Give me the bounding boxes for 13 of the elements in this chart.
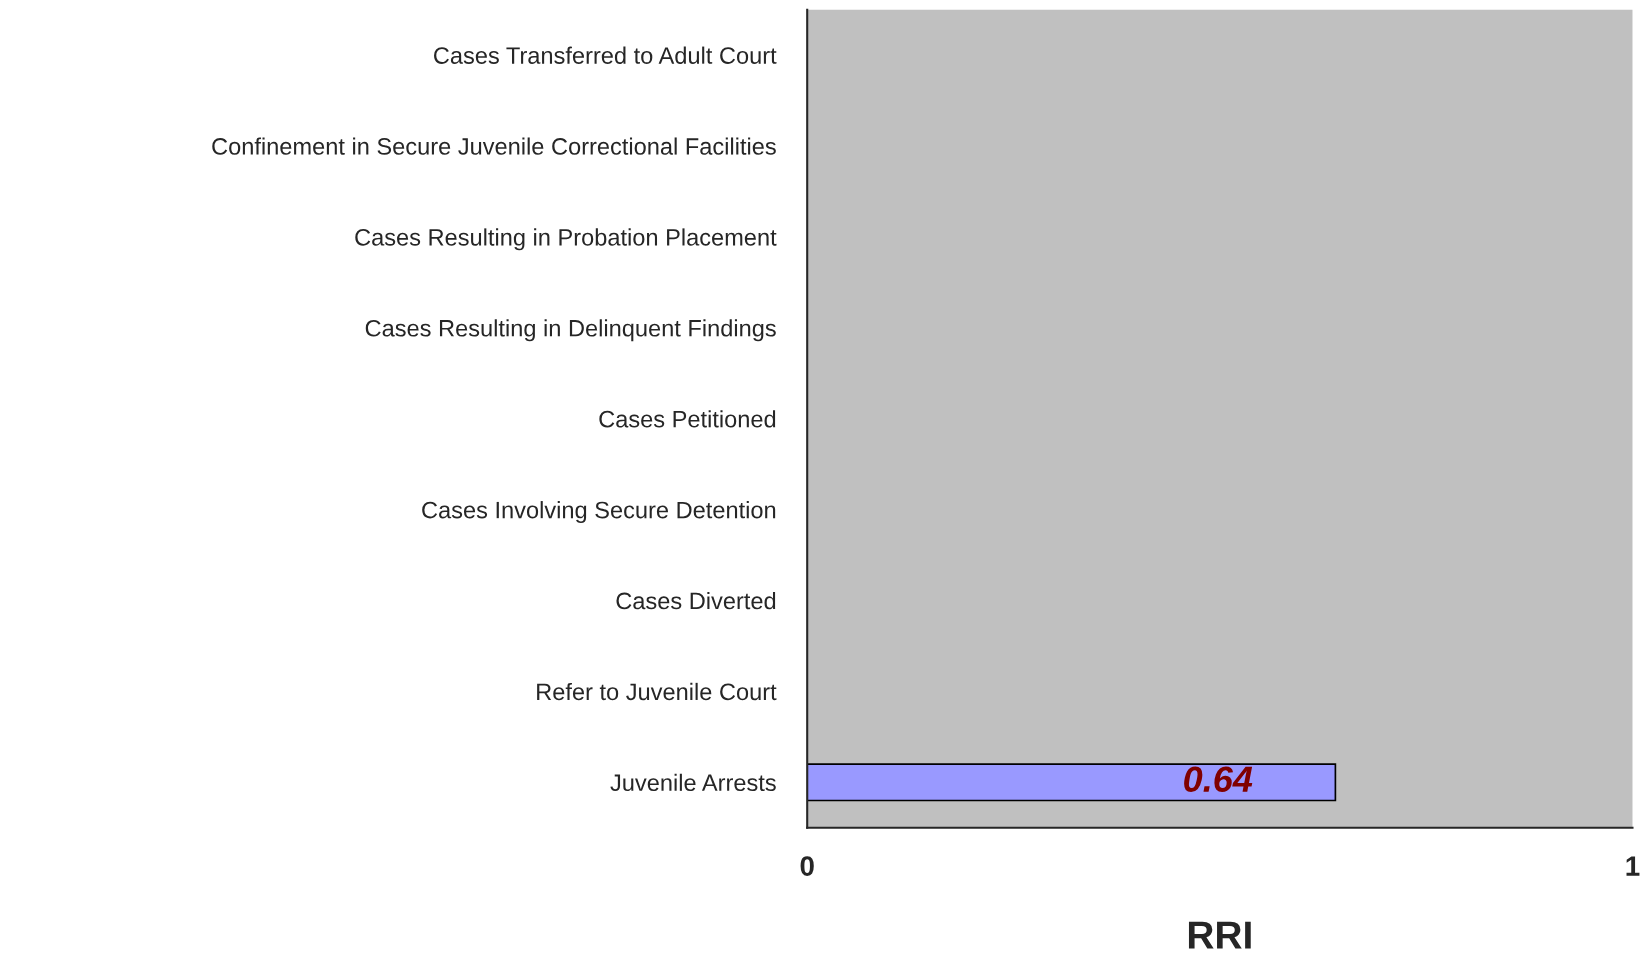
x-axis-title: RRI — [1188, 921, 1251, 949]
y-tick-label: Cases Resulting in Delinquent Findings — [365, 319, 776, 342]
x-tick-label: 0 — [800, 856, 814, 876]
y-tick-label: Refer to Juvenile Court — [537, 682, 777, 701]
y-tick-label: Confinement in Secure Juvenile Correctional Facilities — [212, 137, 776, 155]
y-tick-label: Cases Diverted — [616, 591, 776, 610]
y-tick-label: Juvenile Arrests — [610, 773, 776, 792]
y-tick-label: Cases Petitioned — [599, 410, 776, 428]
x-tick-label: 1 — [1626, 856, 1640, 876]
y-tick-label: Cases Resulting in Probation Placement — [355, 228, 777, 251]
y-tick-label: Cases Transferred to Adult Court — [434, 46, 777, 64]
y-tick-label: Cases Involving Secure Detention — [422, 501, 776, 524]
data-label: 0.64 — [1184, 766, 1253, 792]
